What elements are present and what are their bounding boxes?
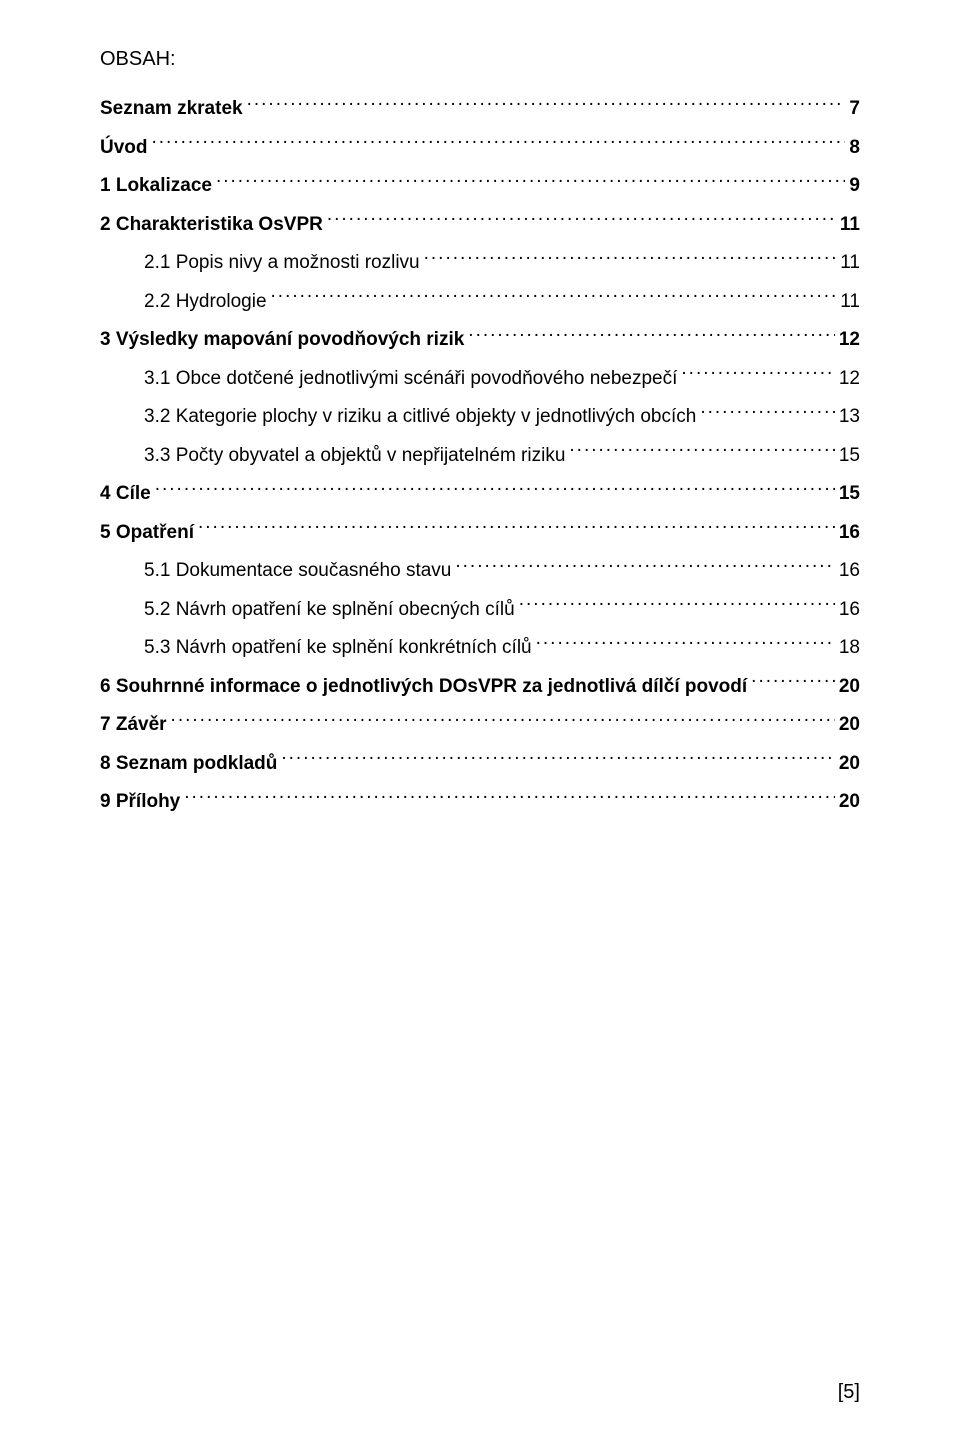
toc-leader-dots [155,480,835,499]
toc-entry-page: 12 [839,365,860,394]
toc-entry-page: 12 [839,326,860,355]
toc-row: 5 Opatření 16 [100,519,860,548]
toc-entry-page: 13 [839,403,860,432]
toc-leader-dots [424,249,837,268]
toc-row: 1 Lokalizace 9 [100,172,860,201]
toc-leader-dots [751,673,835,692]
toc-heading: OBSAH: [100,48,860,71]
toc-entry-page: 9 [849,172,860,201]
toc-leader-dots [171,711,835,730]
toc-entry-label: 5.3 Návrh opatření ke splnění konkrétníc… [144,634,532,663]
toc-row: 4 Cíle 15 [100,480,860,509]
toc-entry-page: 16 [839,519,860,548]
toc-row: 3.2 Kategorie plochy v riziku a citlivé … [144,403,860,432]
toc-row: Úvod 8 [100,134,860,163]
toc-entry-label: 5 Opatření [100,519,194,548]
toc-row: 2.1 Popis nivy a možnosti rozlivu 11 [144,249,860,278]
toc-entry-label: 9 Přílohy [100,788,180,817]
toc-entry-page: 11 [840,211,860,240]
toc-leader-dots [184,788,835,807]
toc-leader-dots [700,403,835,422]
page-number: [5] [838,1381,860,1404]
toc-entry-label: 3 Výsledky mapování povodňových rizik [100,326,464,355]
toc-entry-label: 3.2 Kategorie plochy v riziku a citlivé … [144,403,696,432]
toc-entry-page: 18 [839,634,860,663]
toc-leader-dots [271,288,837,307]
toc-entry-page: 8 [849,134,860,163]
toc-leader-dots [455,557,835,576]
toc-entry-page: 16 [839,596,860,625]
toc-entry-label: 3.3 Počty obyvatel a objektů v nepřijate… [144,442,565,471]
toc-entry-label: 2.2 Hydrologie [144,288,267,317]
toc-row: 5.2 Návrh opatření ke splnění obecných c… [144,596,860,625]
toc-row: 8 Seznam podkladů 20 [100,750,860,779]
toc-row: 2.2 Hydrologie 11 [144,288,860,317]
toc-entry-label: 6 Souhrnné informace o jednotlivých DOsV… [100,673,747,702]
toc-entry-page: 20 [839,788,860,817]
toc-entry-label: Seznam zkratek [100,95,243,124]
toc-row: 2 Charakteristika OsVPR 11 [100,211,860,240]
toc-row: 3.1 Obce dotčené jednotlivými scénáři po… [144,365,860,394]
toc-row: 6 Souhrnné informace o jednotlivých DOsV… [100,673,860,702]
toc-entry-page: 15 [839,442,860,471]
toc-row: 9 Přílohy 20 [100,788,860,817]
toc-row: 5.3 Návrh opatření ke splnění konkrétníc… [144,634,860,663]
toc-entry-label: 2.1 Popis nivy a možnosti rozlivu [144,249,420,278]
toc-row: 3 Výsledky mapování povodňových rizik 12 [100,326,860,355]
toc-entry-label: Úvod [100,134,148,163]
toc-entry-page: 15 [839,480,860,509]
toc-leader-dots [247,95,846,114]
toc-entry-label: 7 Závěr [100,711,167,740]
toc-entry-label: 1 Lokalizace [100,172,212,201]
toc-leader-dots [519,596,835,615]
toc-row: 5.1 Dokumentace současného stavu 16 [144,557,860,586]
toc-row: 7 Závěr 20 [100,711,860,740]
toc-leader-dots [152,134,846,153]
toc-leader-dots [536,634,835,653]
toc-leader-dots [216,172,845,191]
toc-row: Seznam zkratek 7 [100,95,860,124]
toc-entry-label: 2 Charakteristika OsVPR [100,211,323,240]
toc-entry-label: 3.1 Obce dotčené jednotlivými scénáři po… [144,365,677,394]
toc-entry-label: 5.1 Dokumentace současného stavu [144,557,451,586]
toc-leader-dots [281,750,834,769]
toc-entry-page: 20 [839,711,860,740]
toc-entry-page: 16 [839,557,860,586]
toc-leader-dots [681,365,834,384]
toc-leader-dots [198,519,835,538]
toc-leader-dots [569,442,834,461]
toc-entry-page: 20 [839,673,860,702]
toc-entry-page: 11 [840,288,860,317]
toc-entry-page: 7 [849,95,860,124]
toc-leader-dots [327,211,836,230]
toc-entry-label: 8 Seznam podkladů [100,750,277,779]
document-page: OBSAH: Seznam zkratek 7 Úvod 8 1 Lokalizace 9… [0,0,960,1452]
toc-entry-page: 20 [839,750,860,779]
toc-entry-page: 11 [840,249,860,278]
table-of-contents: Seznam zkratek 7 Úvod 8 1 Lokalizace 9 2 Chara… [100,95,860,817]
toc-row: 3.3 Počty obyvatel a objektů v nepřijate… [144,442,860,471]
toc-entry-label: 4 Cíle [100,480,151,509]
toc-leader-dots [468,326,835,345]
toc-entry-label: 5.2 Návrh opatření ke splnění obecných c… [144,596,515,625]
